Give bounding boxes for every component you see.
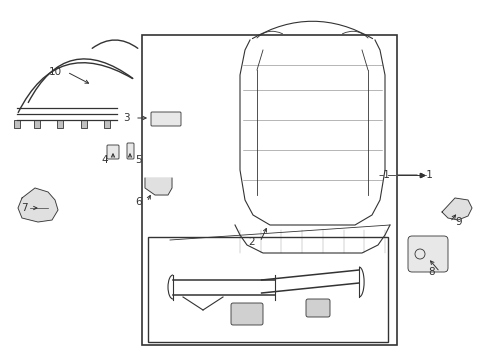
- Bar: [81, 120, 87, 128]
- FancyBboxPatch shape: [151, 112, 181, 126]
- FancyBboxPatch shape: [107, 145, 119, 159]
- Text: 10: 10: [49, 67, 62, 77]
- Polygon shape: [18, 188, 58, 222]
- Text: 8: 8: [427, 267, 434, 277]
- Text: 3: 3: [123, 113, 130, 123]
- Text: 4: 4: [101, 155, 108, 165]
- Polygon shape: [441, 198, 471, 220]
- Polygon shape: [145, 178, 172, 195]
- Bar: [104, 120, 110, 128]
- Text: 6: 6: [135, 197, 142, 207]
- FancyBboxPatch shape: [305, 299, 329, 317]
- FancyBboxPatch shape: [127, 143, 134, 159]
- FancyBboxPatch shape: [230, 303, 263, 325]
- Text: –1: –1: [421, 170, 433, 180]
- Text: 2: 2: [248, 237, 254, 247]
- Bar: [34, 120, 40, 128]
- Bar: [148, 237, 387, 342]
- Bar: [57, 120, 63, 128]
- Text: 7: 7: [21, 203, 28, 213]
- Text: 9: 9: [454, 217, 461, 227]
- FancyBboxPatch shape: [407, 236, 447, 272]
- Bar: [14, 120, 20, 128]
- Text: –1: –1: [377, 170, 389, 180]
- Bar: [142, 35, 396, 345]
- Text: 5: 5: [135, 155, 142, 165]
